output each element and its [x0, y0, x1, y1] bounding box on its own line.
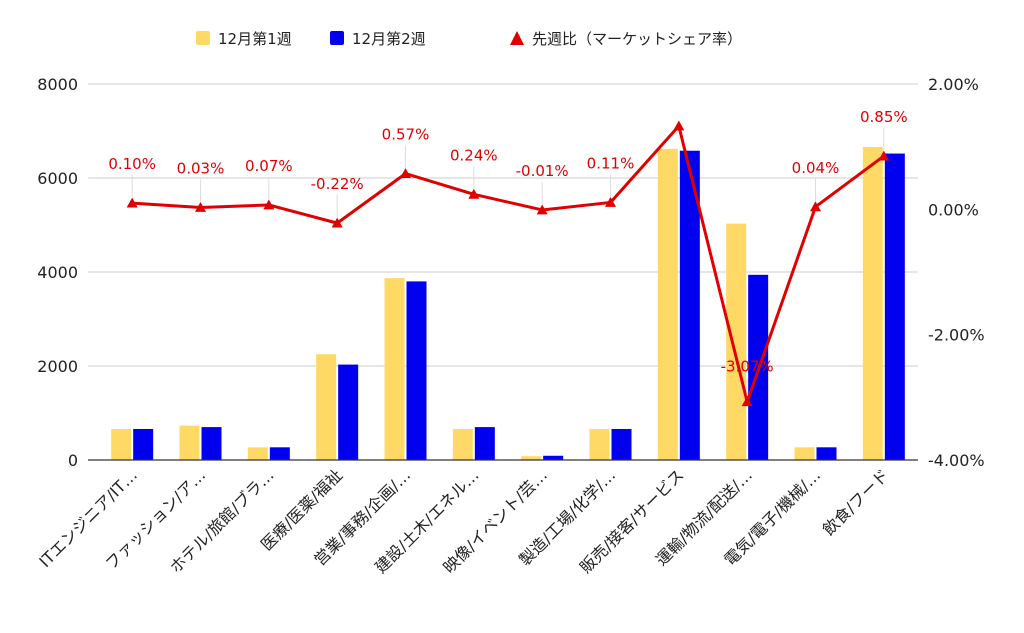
data-label: 0.11%: [587, 154, 635, 172]
series-line: [132, 124, 885, 404]
data-label: 0.10%: [108, 155, 156, 173]
bar: [201, 427, 222, 460]
line-point: [673, 120, 685, 131]
line-series: 0.10% 0.03% 0.07% -0.22% 0.57% 0.24% -0.01% 0.1…: [108, 108, 908, 407]
data-label: -3.07%: [721, 358, 774, 376]
bar: [179, 425, 200, 460]
data-label: 0.85%: [860, 108, 908, 126]
bar: [611, 428, 632, 460]
category-label: 飲食/フード: [819, 465, 893, 539]
bar: [816, 447, 837, 460]
left-tick-label: 8000: [37, 75, 78, 94]
line-point: [331, 217, 343, 228]
line-point: [741, 396, 753, 407]
data-label: -0.01%: [516, 162, 569, 180]
left-tick-label: 6000: [37, 169, 78, 188]
bar: [247, 447, 268, 460]
category-labels: ITエンジニア/IT…ファッション/ア…ホテル/旅館/ブラ…医療/医薬/福祉営業…: [35, 465, 892, 577]
bars: [111, 146, 905, 461]
gridlines: [88, 83, 918, 367]
bar: [794, 447, 815, 460]
bar: [474, 427, 495, 460]
line-point: [605, 196, 616, 207]
line-point: [263, 199, 275, 210]
bar: [269, 447, 290, 460]
right-tick-label: 0.00%: [928, 200, 979, 219]
bar: [679, 150, 700, 461]
data-label: 0.24%: [450, 146, 498, 164]
data-label: 0.07%: [245, 157, 293, 175]
legend-swatch: [196, 31, 210, 45]
line-point: [878, 150, 890, 161]
bar: [316, 354, 337, 460]
bar: [111, 428, 132, 460]
right-tick-label: 2.00%: [928, 75, 979, 94]
legend: 12月第1週 12月第2週 先週比（マーケットシェア率）: [196, 30, 742, 48]
left-tick-label: 0: [68, 451, 78, 470]
line-point: [126, 197, 138, 208]
left-tick-label: 2000: [37, 357, 78, 376]
line-point: [400, 168, 411, 179]
data-label: -0.22%: [311, 175, 364, 193]
line-point: [195, 201, 206, 212]
left-tick-label: 4000: [37, 263, 78, 282]
right-axis-ticks: -4.00% -2.00% 0.00% 2.00%: [928, 75, 985, 470]
legend-label: 先週比（マーケットシェア率）: [532, 30, 742, 48]
line-point: [468, 188, 480, 199]
line-point: [536, 204, 548, 215]
bar: [726, 223, 747, 460]
data-label: 0.57%: [382, 126, 430, 144]
bar: [657, 148, 678, 461]
legend-swatch: [330, 31, 344, 45]
bar: [452, 428, 473, 460]
bar: [884, 153, 905, 460]
left-axis-ticks: 0 2000 4000 6000 8000: [37, 75, 78, 470]
legend-label: 12月第1週: [218, 30, 292, 48]
bar: [521, 456, 542, 460]
bar: [133, 428, 154, 460]
bar: [384, 278, 405, 460]
bar: [862, 146, 883, 461]
bar: [406, 281, 427, 460]
right-tick-label: -4.00%: [928, 451, 985, 470]
bar: [543, 455, 564, 460]
bar: [338, 364, 359, 460]
line-point: [810, 201, 821, 212]
data-label: 0.04%: [792, 159, 840, 177]
data-label: 0.03%: [177, 159, 225, 177]
bar: [589, 428, 610, 460]
legend-swatch: [510, 31, 524, 45]
legend-label: 12月第2週: [352, 30, 426, 48]
right-tick-label: -2.00%: [928, 326, 985, 345]
